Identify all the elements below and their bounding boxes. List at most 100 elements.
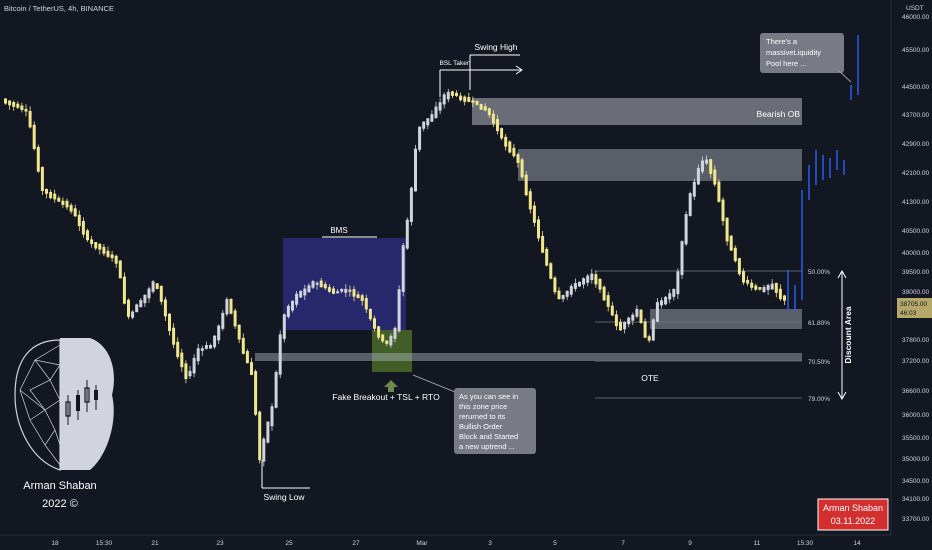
bsl-arrow-head <box>515 65 523 75</box>
candle-body <box>680 241 684 276</box>
candle-body <box>90 239 94 244</box>
candle-body <box>135 304 139 313</box>
candle-body <box>4 98 7 104</box>
candle-body <box>713 169 717 185</box>
time-tick-label: 18 <box>51 540 59 547</box>
candle-body <box>200 348 204 351</box>
candle-body <box>373 318 376 329</box>
candle-body <box>582 278 586 285</box>
bms-box <box>283 238 406 330</box>
candles-layer <box>4 88 786 467</box>
candle-body <box>114 255 118 264</box>
candle-body <box>110 254 114 259</box>
liquidity-note-connector <box>837 69 852 83</box>
candle-body <box>45 188 48 194</box>
candle-body <box>172 327 176 345</box>
candle-body <box>537 219 540 239</box>
bsl-taken-label: BSL Taken <box>439 60 470 67</box>
candle-body <box>742 271 745 283</box>
price-tick-label: 39500.00 <box>902 269 929 276</box>
fib-levels: 50.00% 61.80% 70.50% 79.00% <box>595 269 830 403</box>
up-arrow-icon <box>384 380 398 392</box>
candle-body <box>733 247 737 262</box>
signature-name: Arman Shaban <box>823 503 883 513</box>
candle-body <box>221 312 225 329</box>
zones-layer: Bearish OB <box>255 98 802 372</box>
candle-body <box>364 298 368 310</box>
candle-body <box>266 421 270 443</box>
candle-body <box>660 300 663 306</box>
price-tick-label: 33700.00 <box>902 516 929 523</box>
candle-body <box>664 296 668 305</box>
time-tick-label: 21 <box>151 540 159 547</box>
candle-body <box>315 282 319 285</box>
price-tick-label: 42900.00 <box>902 141 929 148</box>
current-price-tag: 38705.00 46:03 <box>897 298 932 318</box>
candle-body <box>225 299 229 315</box>
candle-body <box>610 305 614 316</box>
candle-body <box>20 105 24 110</box>
candle-body <box>762 286 766 293</box>
candle-body <box>217 325 221 341</box>
candle-body <box>155 283 159 289</box>
candle-body <box>561 295 565 300</box>
candle-body <box>94 241 98 249</box>
candle-body <box>360 295 364 301</box>
candle-body <box>61 200 65 205</box>
candle-body <box>36 146 40 172</box>
candle-body <box>578 281 581 287</box>
time-tick-label: 15:30 <box>797 540 814 547</box>
candle-body <box>725 217 729 242</box>
liquidity-note-text: There's a massiveLiquidity Pool here ... <box>766 37 823 68</box>
brain-logo: Arman Shaban 2022 © <box>14 338 114 510</box>
fib-label-50: 50.00% <box>808 269 830 276</box>
candle-body <box>65 200 69 208</box>
candle-body <box>340 288 344 292</box>
time-tick-label: 25 <box>285 540 293 547</box>
candle-body <box>549 263 553 279</box>
time-tick-label: 23 <box>216 540 224 547</box>
signature-box <box>817 498 889 531</box>
candle-body <box>151 281 155 292</box>
candle-body <box>291 300 294 311</box>
candle-body <box>163 299 167 317</box>
candle-body <box>774 282 778 293</box>
candle-body <box>639 309 643 323</box>
candle-body <box>516 154 520 163</box>
upper-supply-zone <box>518 149 802 181</box>
candle-body <box>192 357 196 374</box>
candle-body <box>668 293 672 300</box>
candle-body <box>327 287 331 292</box>
candle-body <box>450 91 454 96</box>
candle-body <box>24 108 28 112</box>
candle-body <box>586 275 590 283</box>
time-tick-label: 5 <box>553 540 557 547</box>
candle-body <box>69 205 73 212</box>
candle-body <box>106 250 110 257</box>
candle-body <box>471 100 475 103</box>
signature-badge: Arman Shaban 03.11.2022 <box>817 498 889 531</box>
candle-body <box>430 114 434 122</box>
bearish-ob-label: Bearish OB <box>757 109 801 119</box>
discount-arrow-top <box>837 269 847 279</box>
candle-body <box>377 326 381 338</box>
candle-body <box>254 371 258 415</box>
candle-body <box>299 290 303 298</box>
candle-body <box>614 314 618 327</box>
logo-name: Arman Shaban <box>23 480 96 492</box>
candle-body <box>352 289 356 297</box>
candle-body <box>721 199 725 222</box>
time-axis[interactable]: 18 15:30 21 23 25 27 Mar 3 5 7 9 11 15:30 14 <box>0 534 891 547</box>
brain-left-outline <box>14 339 61 471</box>
candle-body <box>381 334 385 342</box>
candle-body <box>508 141 512 153</box>
candle-body <box>684 214 688 245</box>
candle-body <box>438 102 442 111</box>
candle-body <box>598 278 602 290</box>
candle-body <box>446 91 450 100</box>
candle-body <box>766 285 770 290</box>
candle-body <box>594 274 598 285</box>
candle-body <box>520 159 524 178</box>
price-tick-label: 36000.00 <box>902 412 929 419</box>
